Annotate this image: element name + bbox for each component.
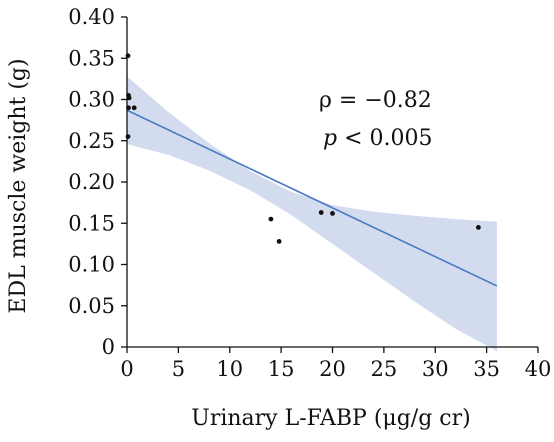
data-point-7 bbox=[268, 216, 274, 222]
confidence-band bbox=[127, 76, 497, 352]
x-tick-label: 15 bbox=[268, 357, 295, 381]
regression-line bbox=[126, 109, 498, 287]
confidence-band-layer bbox=[127, 76, 497, 352]
y-tick-label: 0.05 bbox=[68, 294, 115, 318]
y-tick-label: 0.25 bbox=[68, 129, 115, 153]
data-point-5 bbox=[131, 105, 137, 111]
data-point-11 bbox=[476, 225, 481, 230]
rho-annotation: ρ = −0.82 bbox=[319, 88, 432, 113]
data-point-3 bbox=[126, 95, 132, 101]
data-point-10 bbox=[330, 211, 335, 216]
axes-layer: 0 5 10 15 20 25 30 35 40 0 0.05 0.10 0.15 0.20 0.25 0.3… bbox=[68, 5, 551, 381]
p-value-annotation: p < 0.005 bbox=[323, 126, 433, 151]
x-tick-label: 35 bbox=[473, 357, 500, 381]
x-tick-label: 25 bbox=[371, 357, 398, 381]
x-tick-label: 20 bbox=[319, 357, 346, 381]
y-tick-label: 0.30 bbox=[68, 88, 115, 112]
y-tick-label: 0.15 bbox=[68, 211, 115, 235]
x-tick-label: 0 bbox=[120, 357, 133, 381]
fit-line-layer bbox=[126, 109, 498, 287]
y-axis-title: EDL muscle weight (g) bbox=[6, 58, 31, 313]
data-points-layer bbox=[125, 53, 481, 244]
y-tick-label: 0.35 bbox=[68, 46, 115, 70]
data-point-8 bbox=[276, 239, 282, 244]
y-tick-label: 0.10 bbox=[68, 253, 115, 277]
y-tick-label: 0.40 bbox=[68, 5, 115, 29]
x-axis-title: Urinary L-FABP (μg/g cr) bbox=[191, 406, 470, 431]
x-tick-label: 40 bbox=[525, 357, 552, 381]
y-tick-label: 0.20 bbox=[68, 170, 115, 194]
p-value-text: < 0.005 bbox=[337, 126, 432, 151]
x-tick-label: 30 bbox=[422, 357, 449, 381]
x-tick-label: 10 bbox=[216, 357, 243, 381]
p-symbol: p bbox=[323, 126, 337, 151]
y-tick-label: 0 bbox=[102, 335, 115, 359]
data-point-6 bbox=[125, 134, 131, 140]
data-point-1 bbox=[125, 53, 131, 59]
data-point-9 bbox=[318, 210, 324, 215]
x-tick-label: 5 bbox=[172, 357, 185, 381]
